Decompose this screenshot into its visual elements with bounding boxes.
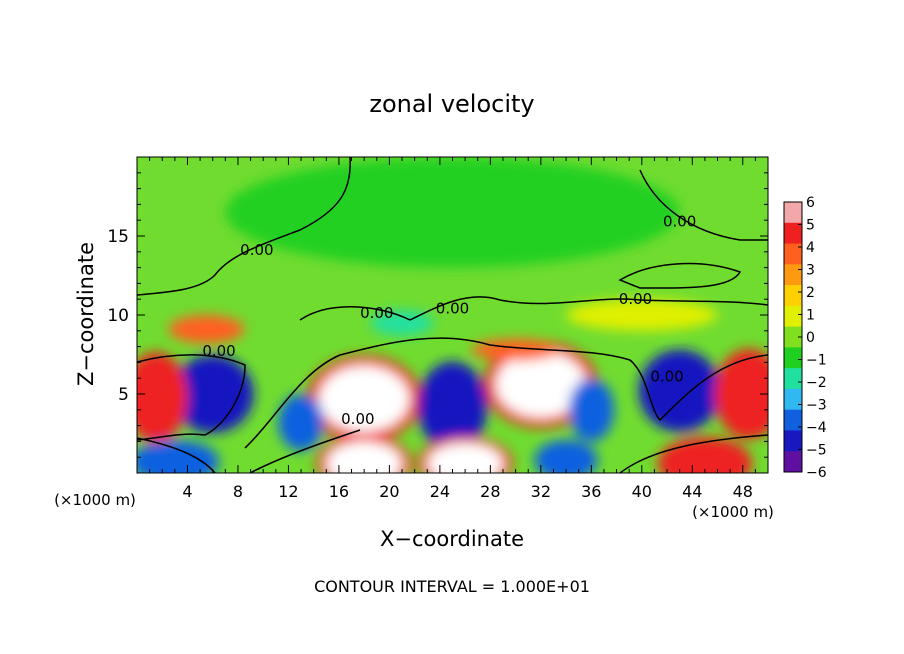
colorbar-label-7: −1	[806, 353, 827, 369]
field-feature-12	[137, 439, 220, 473]
field-feature-2	[646, 359, 713, 423]
colorbar-label-11: −5	[806, 443, 827, 459]
x-tick-label-10: 44	[682, 482, 702, 501]
zero-contour-lower	[137, 337, 768, 449]
x-axis: 4 8 12 16 20 24 28 32 36 40 44 48	[149, 157, 756, 501]
velocity-field	[137, 157, 768, 473]
y-tick-label-1: 10	[107, 306, 129, 326]
zero-contour-mid	[299, 262, 768, 321]
contour-label-5: 0.00	[202, 342, 235, 360]
field-feature-1	[495, 351, 587, 418]
contour-label-2: 0.00	[436, 299, 469, 317]
field-feature-18	[225, 157, 680, 268]
y-axis-label: Z−coordinate	[74, 242, 98, 386]
field-feature-3	[179, 363, 246, 425]
chart-title: zonal velocity	[369, 90, 534, 118]
x-tick-label-9: 40	[632, 482, 652, 501]
colorbar-swatch-1	[784, 222, 802, 245]
x-tick-label-5: 24	[430, 482, 450, 501]
contour-label-7: 0.00	[650, 367, 683, 385]
field-feature-6	[137, 362, 182, 432]
field-feature-0	[318, 365, 410, 432]
contour-label-6: 0.00	[341, 410, 374, 428]
colorbar: 6 5 4 3 2 1 0 −1 −2 −3 −4 −5 −6	[783, 195, 827, 481]
x-tick-label-3: 16	[329, 482, 349, 501]
colorbar-label-6: 0	[806, 330, 815, 346]
field-feature-8	[278, 394, 324, 451]
x-unit-left: (×1000 m)	[54, 491, 136, 509]
contour-label-0: 0.00	[240, 241, 273, 259]
contour-label-4: 0.00	[619, 290, 652, 308]
x-tick-label-7: 32	[531, 482, 551, 501]
field-feature-13	[534, 439, 598, 473]
y-axis: 5 10 15	[107, 172, 768, 458]
colorbar-label-4: 2	[806, 285, 815, 301]
colorbar-label-12: −6	[806, 465, 827, 481]
colorbar-label-3: 3	[806, 263, 815, 279]
x-tick-label-0: 4	[182, 482, 192, 501]
field-feature-11	[667, 442, 743, 473]
colorbar-swatch-2	[784, 243, 802, 265]
contour-labels: 0.00 0.00 0.00 0.00 0.00 0.00 0.00 0.00	[202, 213, 696, 428]
colorbar-swatch-11	[784, 430, 802, 452]
contour-label-1: 0.00	[360, 304, 393, 322]
colorbar-swatch-5	[784, 305, 802, 328]
colorbar-swatch-7	[784, 347, 802, 369]
x-axis-label: X−coordinate	[380, 527, 524, 551]
x-tick-label-2: 12	[278, 482, 298, 501]
field-feature-4	[424, 371, 481, 442]
field-feature-9	[326, 441, 403, 473]
x-tick-label-11: 48	[733, 482, 753, 501]
colorbar-label-8: −2	[806, 375, 827, 391]
colorbar-label-5: 1	[806, 308, 815, 324]
field-feature-15	[471, 338, 560, 361]
contour-label-3: 0.00	[663, 213, 696, 231]
colorbar-swatch-9	[784, 388, 802, 411]
contour-lines	[137, 157, 768, 473]
colorbar-label-10: −4	[806, 420, 827, 436]
y-tick-label-2: 15	[107, 227, 129, 247]
colorbar-swatch-6	[784, 326, 802, 348]
colorbar-swatch-10	[784, 409, 802, 431]
colorbar-swatch-3	[784, 264, 802, 286]
colorbar-label-1: 5	[806, 218, 815, 234]
colorbar-label-2: 4	[806, 240, 815, 256]
zero-contour-bottom	[137, 429, 768, 473]
field-feature-10	[427, 442, 503, 473]
x-tick-label-1: 8	[233, 482, 243, 501]
colorbar-swatch-12	[784, 451, 802, 473]
colorbar-swatch-8	[784, 368, 802, 390]
zero-contour-upper	[137, 157, 768, 296]
field-feature-7	[721, 359, 768, 429]
colorbar-swatch-4	[784, 285, 802, 307]
x-tick-label-6: 28	[480, 482, 500, 501]
field-feature-5	[568, 378, 615, 442]
colorbar-label-0: 6	[806, 195, 815, 211]
colorbar-label-9: −3	[806, 398, 827, 414]
x-unit-right: (×1000 m)	[692, 503, 774, 521]
x-tick-label-4: 20	[379, 482, 399, 501]
plot-area: 0.00 0.00 0.00 0.00 0.00 0.00 0.00 0.00	[137, 157, 768, 473]
y-tick-label-0: 5	[118, 385, 129, 405]
contour-interval-note: CONTOUR INTERVAL = 1.000E+01	[314, 577, 590, 596]
colorbar-swatch-0	[784, 202, 802, 224]
field-feature-14	[168, 315, 245, 344]
field-feature-17	[566, 299, 718, 331]
x-tick-label-8: 36	[581, 482, 601, 501]
